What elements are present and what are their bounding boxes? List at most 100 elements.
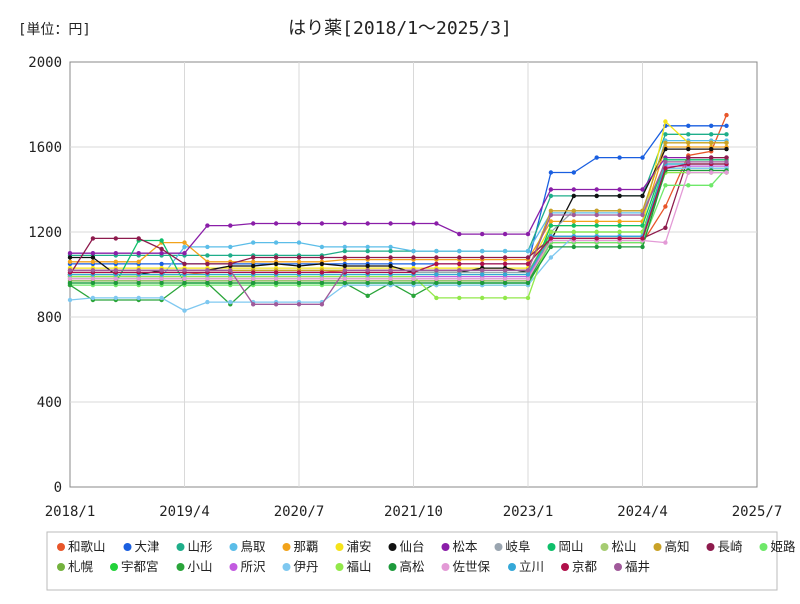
data-point: [434, 248, 439, 254]
data-point: [296, 263, 302, 269]
data-point: [251, 240, 256, 245]
data-point: [411, 255, 416, 260]
data-point: [663, 140, 668, 145]
data-point: [617, 155, 622, 160]
data-point: [594, 229, 599, 235]
data-point: [709, 146, 714, 152]
data-point: [663, 183, 668, 188]
data-point: [159, 280, 164, 286]
data-point: [594, 244, 599, 250]
data-point: [640, 236, 645, 241]
data-point: [411, 280, 416, 286]
legend-item: 福山: [335, 559, 372, 574]
data-point: [434, 276, 439, 281]
data-point: [296, 280, 302, 286]
data-point: [182, 261, 187, 267]
data-point: [525, 248, 531, 254]
legend-item: 山形: [176, 539, 213, 554]
data-point: [502, 231, 508, 237]
legend-item: 鳥取: [229, 539, 266, 554]
data-point: [709, 140, 714, 145]
series-line: [70, 156, 727, 254]
data-point: [548, 170, 554, 175]
series-佐世保: [67, 170, 729, 281]
data-point: [205, 276, 210, 281]
data-point: [525, 295, 531, 301]
data-point: [205, 253, 210, 258]
data-point: [571, 223, 576, 228]
data-point: [525, 272, 531, 277]
data-point: [663, 204, 668, 209]
data-point: [525, 268, 531, 273]
data-point: [709, 183, 714, 188]
data-point: [90, 276, 96, 281]
data-point: [480, 268, 485, 273]
data-point: [434, 295, 439, 301]
legend-item: 立川: [508, 559, 544, 574]
data-point: [548, 212, 554, 218]
data-point: [571, 170, 576, 175]
legend-label: 仙台: [400, 539, 425, 554]
data-point: [273, 280, 279, 286]
data-point: [686, 155, 691, 160]
data-point: [365, 293, 370, 298]
legend-marker: [706, 543, 715, 551]
data-point: [617, 219, 622, 224]
data-point: [136, 251, 141, 256]
data-point: [617, 236, 622, 241]
legend-marker: [600, 543, 609, 551]
data-point: [663, 240, 668, 245]
data-point: [457, 295, 462, 301]
data-point: [388, 280, 393, 286]
data-point: [617, 223, 622, 228]
legend-item: 岡山: [547, 539, 584, 554]
legend-marker: [57, 543, 65, 551]
data-point: [388, 255, 393, 260]
data-point: [90, 280, 96, 286]
data-point: [480, 276, 485, 281]
data-point: [319, 270, 325, 275]
data-point: [182, 268, 187, 273]
data-point: [228, 223, 233, 228]
data-point: [136, 259, 141, 264]
series-line: [70, 125, 727, 265]
legend-item: 福井: [614, 559, 650, 574]
legend-box: [46, 531, 778, 591]
data-point: [388, 268, 393, 273]
data-point: [342, 280, 347, 286]
series-line: [70, 163, 727, 274]
data-point: [480, 261, 485, 267]
data-point: [251, 221, 256, 226]
data-point: [434, 261, 439, 267]
y-tick-label: 2000: [28, 55, 62, 71]
data-point: [480, 272, 485, 277]
legend-label: 福井: [625, 559, 650, 574]
legend-label: 大津: [135, 539, 160, 554]
data-point: [457, 268, 462, 273]
chart-title: はり薬[2018/1～2025/3]: [288, 18, 512, 39]
legend-label: 伊丹: [294, 559, 319, 574]
legend-label: 和歌山: [68, 539, 106, 554]
legend-label: 所沢: [241, 559, 267, 574]
legend-label: 福山: [347, 559, 372, 574]
data-point: [724, 140, 729, 145]
data-point: [365, 268, 370, 273]
data-point: [571, 208, 576, 213]
y-tick-label: 400: [37, 395, 62, 411]
data-point: [457, 272, 462, 277]
data-point: [571, 212, 576, 218]
data-point: [251, 259, 256, 264]
data-point: [67, 259, 73, 264]
data-point: [480, 295, 485, 301]
data-point: [686, 159, 691, 165]
series-line: [70, 146, 727, 263]
data-point: [457, 231, 462, 237]
data-point: [319, 221, 325, 226]
data-point: [548, 219, 554, 224]
data-point: [296, 276, 302, 281]
data-point: [136, 268, 141, 273]
x-tick-label: 2023/1: [503, 504, 554, 520]
data-point: [686, 170, 691, 175]
legend-item: 宇都宮: [110, 559, 159, 574]
